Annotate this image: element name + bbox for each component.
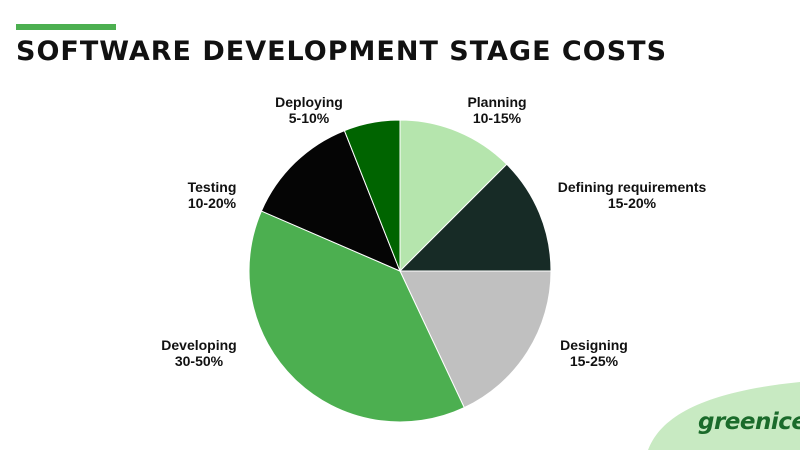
pie-labels: Planning 10-15% Defining requirements 15-20… [161, 94, 706, 369]
slice-label-name: Deploying [275, 94, 343, 110]
slice-label-range: 5-10% [289, 110, 330, 126]
slice-label-range: 10-15% [473, 110, 522, 126]
slice-label-designing: Designing 15-25% [560, 337, 628, 369]
title-accent-bar [16, 24, 116, 30]
slice-label-range: 15-25% [570, 353, 619, 369]
slice-label-range: 10-20% [188, 195, 237, 211]
brand-logo: greenice [698, 409, 800, 435]
slice-label-name: Planning [467, 94, 526, 110]
slice-label-name: Designing [560, 337, 628, 353]
slice-label-developing: Developing 30-50% [161, 337, 236, 369]
page-title: SOFTWARE DEVELOPMENT STAGE COSTS [16, 36, 668, 67]
slice-label-deploying: Deploying 5-10% [275, 94, 343, 126]
pie-slice-planning [399, 119, 508, 273]
slice-label-defining-requirements: Defining requirements 15-20% [558, 179, 707, 211]
pie-slice-developing [248, 210, 465, 423]
slice-label-range: 15-20% [608, 195, 657, 211]
pie-slice-designing [399, 270, 552, 409]
slice-label-name: Testing [188, 179, 237, 195]
pie-slice-testing [260, 129, 401, 272]
slice-label-planning: Planning 10-15% [467, 94, 526, 126]
slice-label-testing: Testing 10-20% [188, 179, 237, 211]
slice-label-range: 30-50% [175, 353, 224, 369]
pie-slices [248, 119, 552, 423]
slice-label-name: Developing [161, 337, 236, 353]
slice-label-name: Defining requirements [558, 179, 707, 195]
pie-slice-deploying [343, 119, 401, 272]
pie-slice-defining-requirements [398, 163, 552, 272]
